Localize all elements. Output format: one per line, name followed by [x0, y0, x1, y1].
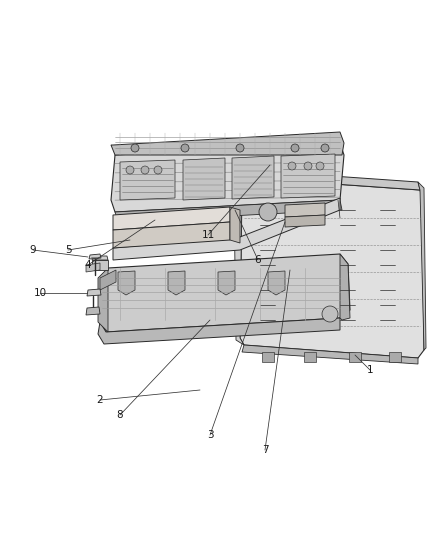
Polygon shape [100, 254, 350, 332]
Text: 11: 11 [201, 230, 215, 240]
Polygon shape [262, 352, 274, 362]
Polygon shape [98, 318, 340, 344]
Circle shape [236, 144, 244, 152]
Circle shape [304, 162, 312, 170]
Polygon shape [240, 178, 424, 358]
Polygon shape [113, 222, 230, 248]
Polygon shape [87, 289, 101, 296]
Circle shape [126, 166, 134, 174]
Polygon shape [115, 200, 342, 222]
Circle shape [322, 306, 338, 322]
Polygon shape [92, 260, 108, 270]
Polygon shape [349, 352, 361, 362]
Polygon shape [113, 207, 230, 230]
Text: 2: 2 [97, 395, 103, 405]
Text: 7: 7 [261, 445, 268, 455]
Text: 1: 1 [367, 365, 373, 375]
Text: 4: 4 [85, 260, 91, 270]
Polygon shape [281, 154, 335, 198]
Polygon shape [111, 132, 344, 155]
Polygon shape [118, 271, 135, 295]
Polygon shape [232, 156, 274, 199]
Polygon shape [98, 268, 108, 332]
Circle shape [291, 144, 299, 152]
Circle shape [259, 203, 277, 221]
Polygon shape [111, 143, 344, 212]
Circle shape [181, 144, 189, 152]
Polygon shape [168, 271, 185, 295]
Polygon shape [242, 345, 418, 364]
Circle shape [321, 144, 329, 152]
Circle shape [141, 166, 149, 174]
Polygon shape [92, 256, 108, 260]
Polygon shape [234, 178, 248, 345]
Circle shape [288, 162, 296, 170]
Polygon shape [389, 352, 401, 362]
Text: 10: 10 [33, 288, 46, 298]
Polygon shape [304, 352, 316, 362]
Polygon shape [246, 170, 420, 190]
Text: 3: 3 [207, 430, 213, 440]
Polygon shape [183, 158, 225, 200]
Polygon shape [418, 182, 426, 350]
Circle shape [131, 144, 139, 152]
Polygon shape [89, 254, 101, 259]
Text: 8: 8 [117, 410, 124, 420]
Polygon shape [86, 307, 100, 315]
Polygon shape [100, 270, 116, 290]
Polygon shape [86, 263, 100, 272]
Text: 6: 6 [254, 255, 261, 265]
Polygon shape [120, 160, 175, 200]
Polygon shape [113, 198, 340, 260]
Circle shape [154, 166, 162, 174]
Polygon shape [340, 254, 350, 320]
Polygon shape [268, 271, 285, 295]
Polygon shape [285, 215, 325, 227]
Text: 9: 9 [30, 245, 36, 255]
Polygon shape [285, 203, 325, 217]
Polygon shape [218, 271, 235, 295]
Circle shape [316, 162, 324, 170]
Polygon shape [230, 207, 240, 243]
Text: 5: 5 [65, 245, 71, 255]
